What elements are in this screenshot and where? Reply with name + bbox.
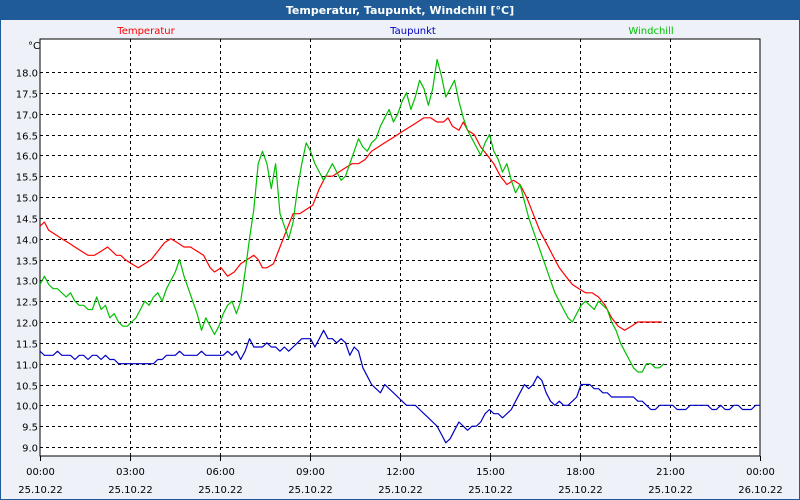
y-tick-label: 16.5	[16, 132, 38, 143]
x-tick-date: 25.10.22	[198, 485, 243, 496]
y-tick-label: 13.0	[16, 277, 38, 288]
y-tick-label: 10.5	[16, 382, 38, 393]
y-tick-label: 17.5	[16, 90, 38, 101]
y-tick-label: 9.5	[22, 423, 38, 434]
y-tick-label: 13.5	[16, 257, 38, 268]
y-axis-unit: °C	[28, 41, 40, 52]
y-tick-label: 11.5	[16, 340, 38, 351]
x-tick-time: 15:00	[476, 467, 505, 478]
x-tick-time: 03:00	[116, 467, 145, 478]
x-tick-time: 09:00	[296, 467, 325, 478]
y-tick-label: 14.5	[16, 215, 38, 226]
y-tick-label: 12.0	[16, 319, 38, 330]
x-tick-date: 25.10.22	[108, 485, 153, 496]
x-tick-date: 25.10.22	[378, 485, 423, 496]
x-tick-time: 12:00	[386, 467, 415, 478]
x-tick-date: 25.10.22	[558, 485, 603, 496]
chart-title: Temperatur, Taupunkt, Windchill [°C]	[1, 1, 799, 20]
series-line-taupunkt	[39, 329, 760, 444]
legend-windchill: Windchill	[628, 26, 673, 37]
y-tick-label: 16.0	[16, 152, 38, 163]
legend-temperatur: Temperatur	[116, 26, 175, 37]
x-tick-date: 25.10.22	[648, 485, 693, 496]
x-tick-date: 26.10.22	[738, 485, 783, 496]
y-tick-label: 18.0	[16, 69, 38, 80]
y-tick-label: 11.0	[16, 361, 38, 372]
x-tick-date: 25.10.22	[468, 485, 513, 496]
x-tick-time: 00:00	[26, 467, 55, 478]
y-tick-label: 15.0	[16, 194, 38, 205]
x-tick-time: 06:00	[206, 467, 235, 478]
x-tick-time: 00:00	[746, 467, 775, 478]
x-tick-date: 25.10.22	[288, 485, 333, 496]
x-tick-time: 18:00	[566, 467, 595, 478]
series-line-windchill	[39, 58, 665, 373]
y-tick-label: 14.0	[16, 236, 38, 247]
y-tick-label: 10.0	[16, 402, 38, 413]
y-tick-label: 12.5	[16, 298, 38, 309]
y-tick-label: 15.5	[16, 173, 38, 184]
x-tick-time: 21:00	[656, 467, 685, 478]
series-line-temperatur	[39, 117, 662, 331]
y-tick-label: 17.0	[16, 111, 38, 122]
x-tick-date: 25.10.22	[18, 485, 63, 496]
y-tick-label: 9.0	[22, 444, 38, 455]
legend-taupunkt: Taupunkt	[389, 26, 436, 37]
